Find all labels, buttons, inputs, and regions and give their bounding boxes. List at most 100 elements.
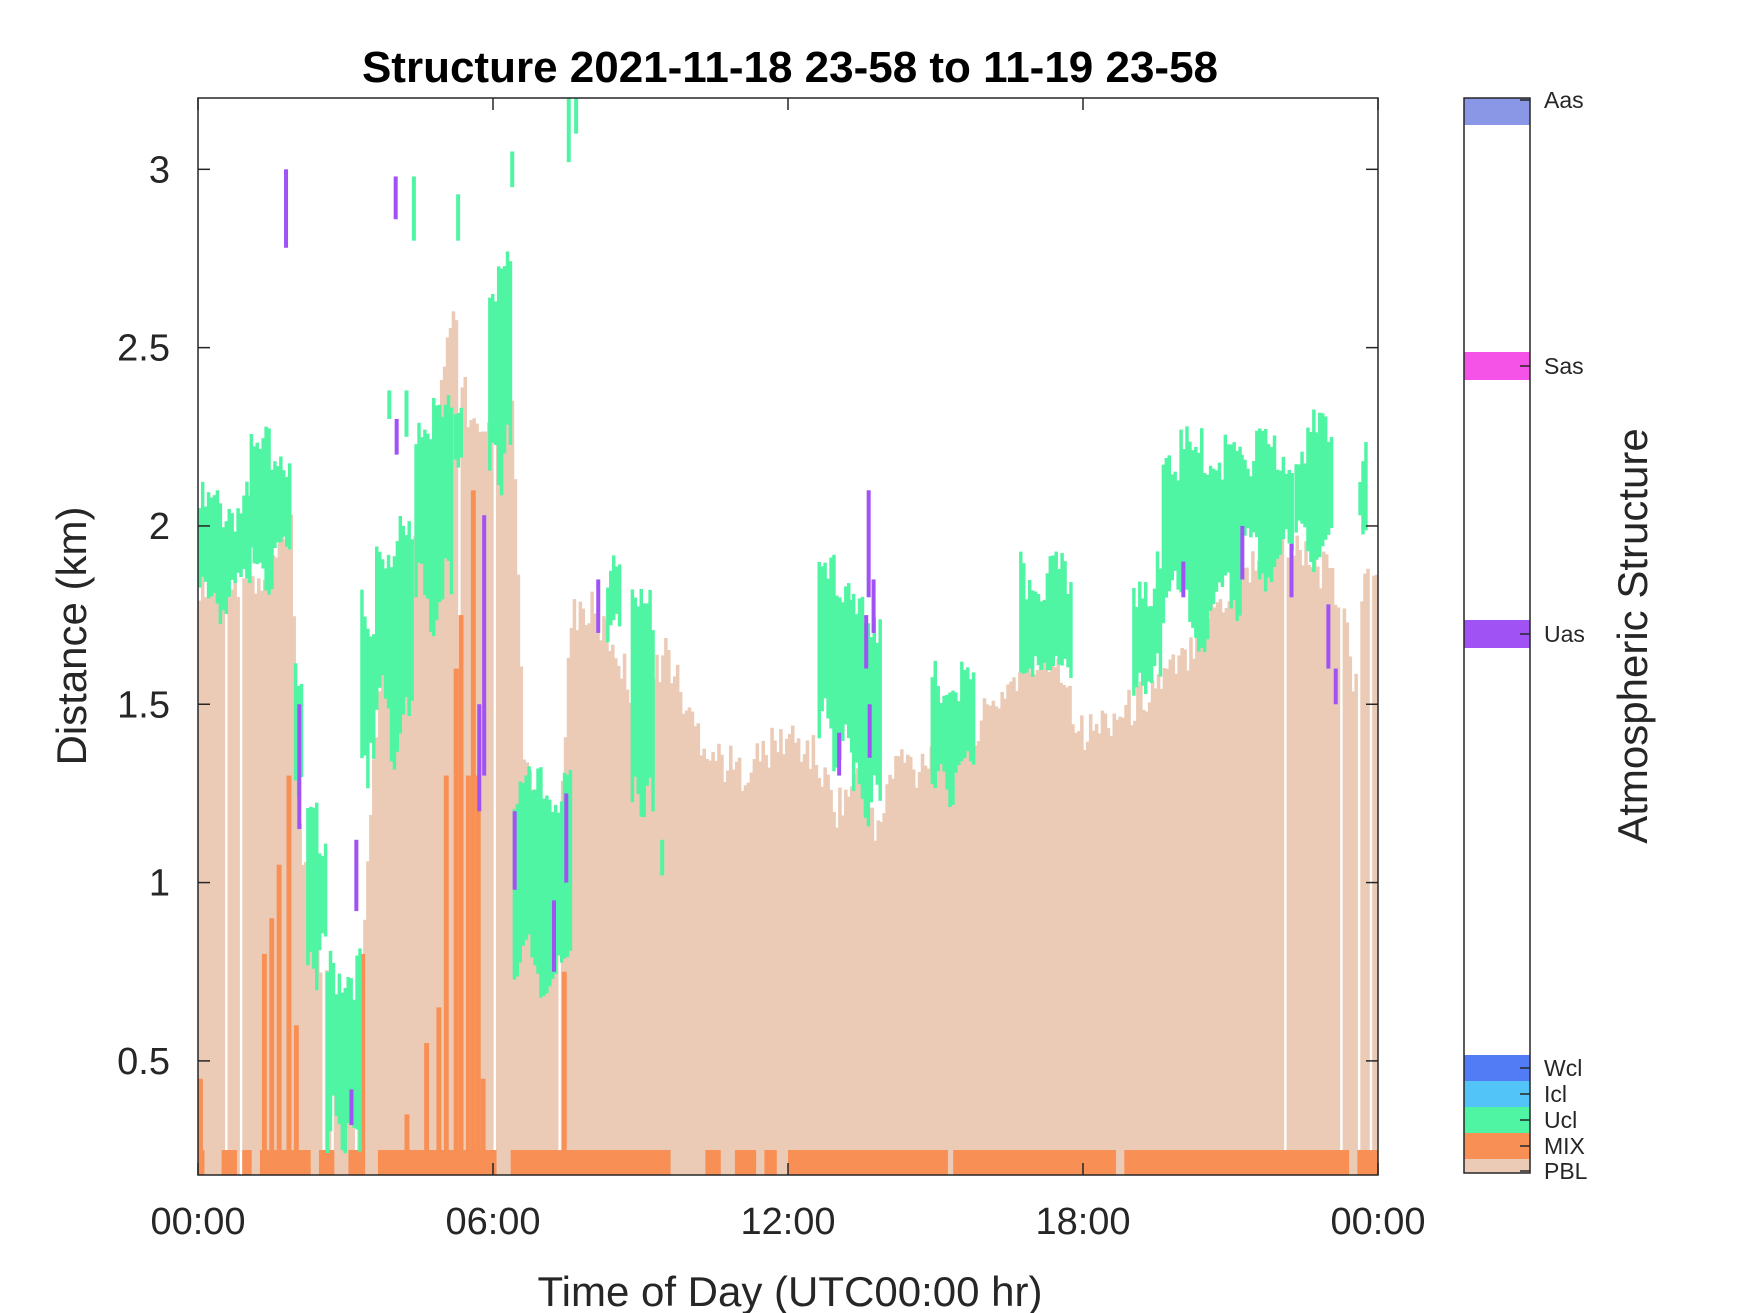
- pbl-column: [841, 815, 845, 1175]
- mix-base-cell: [1283, 1150, 1288, 1175]
- mix-base-cell: [1085, 1150, 1090, 1175]
- ucl-cloud-cell: [366, 628, 370, 789]
- mix-base-cell: [283, 1150, 288, 1175]
- pbl-column: [1050, 665, 1055, 1175]
- ucl-cloud-cell: [527, 766, 531, 935]
- ucl-cloud-cell: [389, 567, 394, 762]
- pbl-column: [1041, 660, 1046, 1175]
- pbl-column: [826, 774, 830, 1175]
- mix-base-cell: [227, 1150, 232, 1175]
- pbl-column: [888, 774, 892, 1175]
- ucl-cloud-cell: [963, 670, 967, 759]
- pbl-column: [758, 761, 763, 1175]
- mix-base-cell: [897, 1150, 901, 1175]
- pbl-column: [664, 638, 668, 1175]
- pbl-column: [693, 726, 698, 1175]
- mix-base-cell: [1050, 1150, 1055, 1175]
- mix-base-cell: [1295, 1150, 1299, 1175]
- mix-base-cell: [1319, 1150, 1323, 1175]
- pbl-column: [434, 430, 438, 1175]
- ucl-cloud-cell: [1290, 473, 1294, 551]
- ucl-cloud-cell: [1164, 457, 1169, 598]
- mix-base-cell: [944, 1150, 948, 1175]
- pbl-column: [251, 576, 255, 1175]
- mix-base-cell: [622, 1150, 627, 1175]
- mix-base-cell: [888, 1150, 892, 1175]
- pbl-column: [1100, 710, 1105, 1175]
- mix-base-cell: [1032, 1150, 1037, 1175]
- pbl-column: [1224, 608, 1229, 1175]
- mix-base-cell: [1218, 1150, 1223, 1175]
- pbl-column: [1012, 677, 1016, 1175]
- pbl-column: [935, 747, 940, 1175]
- mix-base-cell: [1192, 1150, 1196, 1175]
- y-tick-label: 3: [149, 149, 170, 191]
- mix-base-cell: [643, 1150, 647, 1175]
- colorbar-label-icl: Icl: [1544, 1081, 1567, 1107]
- mix-base-cell: [1245, 1150, 1249, 1175]
- mix-base-cell: [991, 1150, 996, 1175]
- pbl-column: [717, 743, 721, 1175]
- mix-base-cell: [625, 1150, 630, 1175]
- mix-base-cell: [1195, 1150, 1199, 1175]
- mix-base-cell: [490, 1150, 494, 1175]
- mix-column: [436, 1007, 442, 1175]
- pbl-column: [1375, 574, 1378, 1175]
- mix-base-cell: [802, 1150, 807, 1175]
- mix-base-cell: [985, 1150, 990, 1175]
- mix-column: [276, 864, 282, 1175]
- mix-base-cell: [1147, 1150, 1152, 1175]
- mix-base-cell: [1327, 1150, 1332, 1175]
- mix-base-cell: [664, 1150, 668, 1175]
- pbl-column: [522, 759, 527, 1175]
- ucl-cloud-cell: [215, 490, 220, 604]
- ucl-cloud-cell: [1182, 449, 1186, 583]
- mix-base-cell: [1369, 1150, 1373, 1175]
- pbl-column: [1124, 704, 1128, 1175]
- mix-base-cell: [413, 1150, 417, 1175]
- pbl-column: [581, 608, 586, 1175]
- mix-base-cell: [705, 1150, 709, 1175]
- ucl-cloud-cell: [1039, 601, 1044, 670]
- mix-base-cell: [646, 1150, 650, 1175]
- pbl-column: [773, 740, 777, 1175]
- mix-base-cell: [1274, 1150, 1279, 1175]
- mix-base-cell: [1106, 1150, 1111, 1175]
- mix-base-cell: [734, 1150, 739, 1175]
- mix-base-cell: [242, 1150, 246, 1175]
- mix-column: [424, 1043, 430, 1175]
- mix-base-cell: [920, 1150, 925, 1175]
- pbl-column: [625, 689, 630, 1175]
- ucl-cloud-cell: [221, 527, 226, 611]
- ucl-cloud-cell: [948, 692, 952, 808]
- ucl-cloud-cell: [398, 515, 403, 734]
- ucl-cloud-cell: [346, 977, 350, 1124]
- pbl-column: [531, 789, 535, 1175]
- pbl-column: [198, 600, 202, 1175]
- pbl-column: [844, 789, 848, 1175]
- pbl-column: [802, 754, 807, 1175]
- ucl-cloud-cell: [1191, 450, 1195, 628]
- mix-base-cell: [1088, 1150, 1093, 1175]
- ucl-cloud-cell: [358, 948, 362, 1152]
- ucl-cloud-cell: [252, 446, 257, 564]
- mix-base-cell: [959, 1150, 963, 1175]
- ucl-cloud-cell: [1306, 427, 1310, 552]
- mix-base-cell: [1221, 1150, 1226, 1175]
- pbl-column: [389, 642, 394, 1175]
- pbl-column: [265, 574, 270, 1175]
- pbl-column: [923, 765, 928, 1175]
- mix-base-cell: [764, 1150, 768, 1175]
- ucl-cloud-cell: [512, 809, 517, 980]
- pbl-column: [1003, 698, 1007, 1175]
- colorbar-label-sas: Sas: [1544, 353, 1584, 379]
- mix-base-cell: [982, 1150, 987, 1175]
- pbl-column: [1189, 637, 1193, 1175]
- pbl-column: [652, 679, 656, 1175]
- mix-base-cell: [1189, 1150, 1193, 1175]
- ucl-cloud-cell: [1217, 462, 1222, 583]
- pbl-column: [1333, 604, 1338, 1175]
- pbl-column: [823, 767, 827, 1175]
- pbl-column: [463, 376, 468, 1175]
- pbl-column: [540, 840, 544, 1175]
